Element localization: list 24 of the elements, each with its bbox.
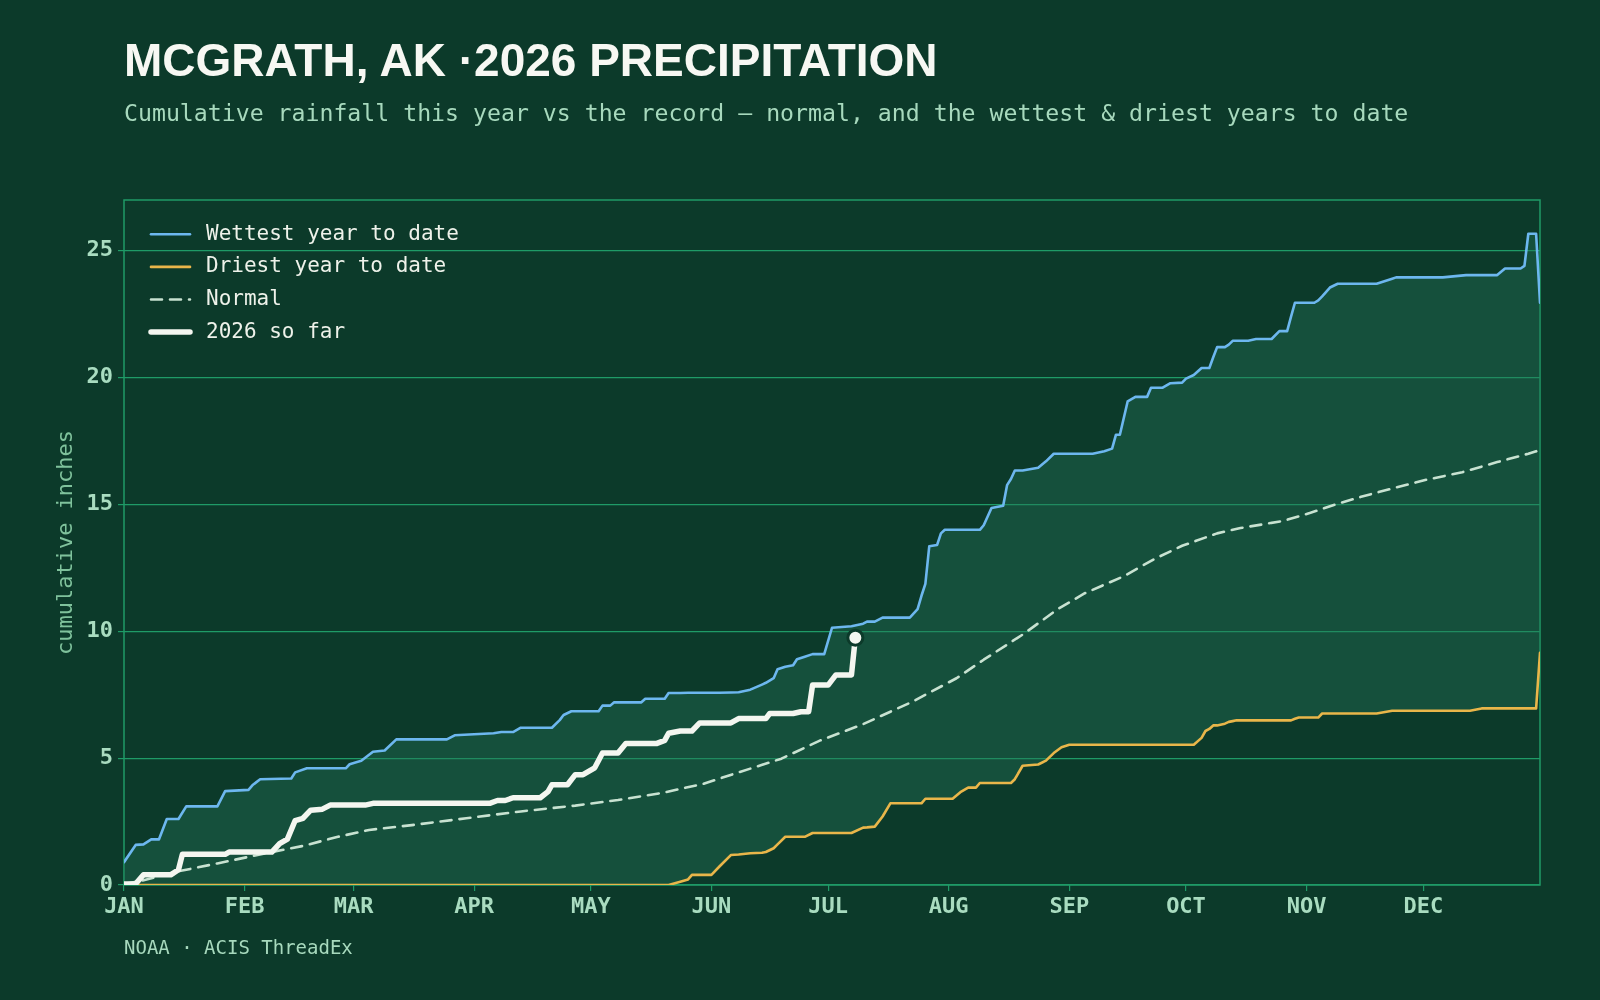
y-tick-label: 20 [86, 363, 113, 389]
y-tick-label: 15 [86, 490, 113, 516]
y-tick-label: 10 [86, 617, 113, 643]
x-tick-label: FEB [224, 892, 265, 918]
x-tick-label: JUN [691, 892, 732, 918]
x-tick-label: MAY [570, 892, 612, 918]
x-tick-label: NOV [1286, 892, 1327, 918]
x-tick-label: OCT [1166, 892, 1206, 918]
legend-label: 2026 so far [206, 318, 346, 343]
x-tick-label: DEC [1403, 892, 1444, 918]
legend-label: Wettest year to date [206, 220, 459, 245]
x-tick-label: JUL [808, 892, 848, 918]
x-tick-label: APR [454, 892, 495, 918]
chart-subtitle: Cumulative rainfall this year vs the record — normal, and the wettest & driest years to date [124, 99, 1409, 127]
x-tick-label: SEP [1049, 892, 1090, 918]
y-axis-title: cumulative inches [51, 429, 77, 656]
chart-title: MCGRATH, AK ·2026 PRECIPITATION [124, 34, 938, 86]
x-tick-label: MAR [333, 892, 375, 918]
legend-label: Normal [206, 285, 282, 310]
y-tick-label: 25 [86, 236, 113, 262]
text: NOAA · ACIS ThreadEx [124, 935, 353, 959]
x-tick-label: AUG [928, 892, 969, 918]
y-tick-label: 5 [99, 743, 113, 769]
legend-label: Driest year to date [206, 253, 447, 278]
